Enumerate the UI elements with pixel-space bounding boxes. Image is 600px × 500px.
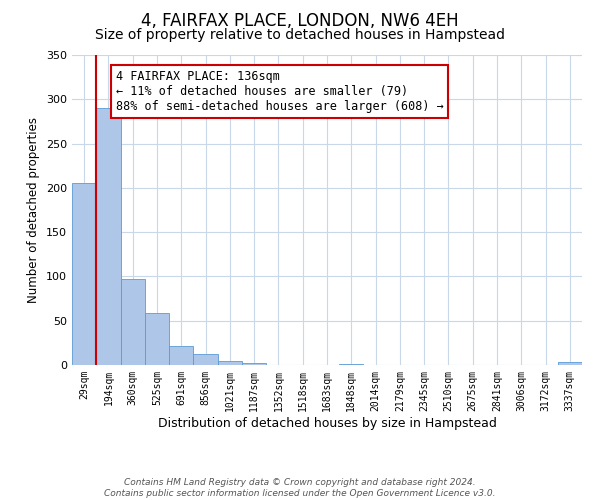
- Text: 4, FAIRFAX PLACE, LONDON, NW6 4EH: 4, FAIRFAX PLACE, LONDON, NW6 4EH: [141, 12, 459, 30]
- Bar: [72, 184, 96, 365]
- Bar: [121, 279, 145, 365]
- Bar: [242, 363, 266, 365]
- Bar: [145, 312, 169, 365]
- Text: Size of property relative to detached houses in Hampstead: Size of property relative to detached ho…: [95, 28, 505, 42]
- X-axis label: Distribution of detached houses by size in Hampstead: Distribution of detached houses by size …: [158, 416, 496, 430]
- Bar: [218, 360, 242, 365]
- Bar: [339, 364, 364, 365]
- Bar: [558, 362, 582, 365]
- Bar: [169, 346, 193, 365]
- Text: Contains HM Land Registry data © Crown copyright and database right 2024.
Contai: Contains HM Land Registry data © Crown c…: [104, 478, 496, 498]
- Bar: [96, 108, 121, 365]
- Bar: [193, 354, 218, 365]
- Y-axis label: Number of detached properties: Number of detached properties: [28, 117, 40, 303]
- Text: 4 FAIRFAX PLACE: 136sqm
← 11% of detached houses are smaller (79)
88% of semi-de: 4 FAIRFAX PLACE: 136sqm ← 11% of detache…: [116, 70, 443, 113]
